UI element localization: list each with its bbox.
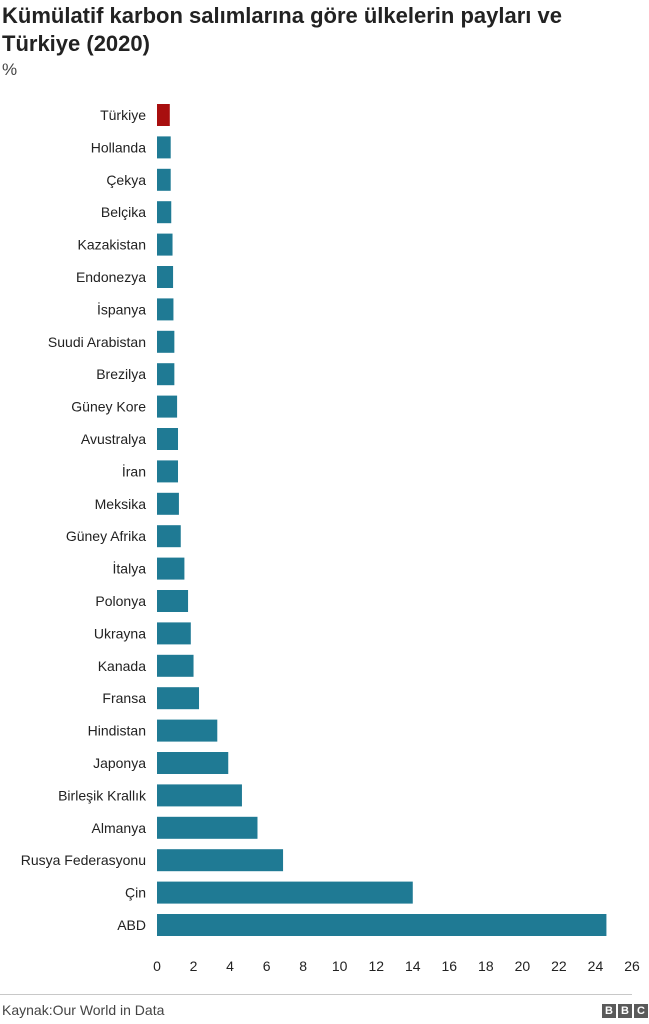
bar-8 (157, 363, 175, 386)
bar-10 (157, 428, 179, 450)
category-label-4: Kazakistan (78, 237, 146, 253)
x-tick-label-1: 2 (190, 958, 198, 974)
bar-6 (157, 298, 174, 321)
category-label-1: Hollanda (91, 139, 146, 155)
category-label-11: İran (122, 462, 146, 479)
logo-letter-b1: B (602, 1004, 616, 1018)
bar-2 (157, 168, 171, 191)
x-tick-label-2: 4 (226, 958, 234, 974)
x-tick-label-5: 10 (332, 958, 348, 974)
logo-letter-b2: B (618, 1004, 632, 1018)
bar-11 (157, 460, 179, 483)
category-label-23: Rusya Federasyonu (21, 852, 146, 868)
category-label-2: Çekya (106, 172, 146, 188)
logo-letter-c: C (634, 1004, 648, 1018)
bar-14 (157, 557, 185, 580)
x-tick-label-4: 8 (299, 958, 307, 974)
category-label-21: Birleşik Krallık (58, 787, 147, 803)
bar-15 (157, 590, 189, 612)
bar-20 (157, 752, 229, 774)
category-label-25: ABD (117, 917, 146, 933)
bar-12 (157, 492, 179, 515)
bar-5 (157, 266, 174, 288)
category-label-10: Avustralya (81, 431, 146, 447)
x-tick-label-7: 14 (405, 958, 421, 974)
bar-13 (157, 525, 181, 548)
bar-16 (157, 622, 191, 645)
source-note: Kaynak:Our World in Data (2, 1002, 165, 1018)
category-label-5: Endonezya (76, 269, 146, 285)
category-label-19: Hindistan (88, 723, 146, 739)
bar-17 (157, 654, 194, 677)
category-label-18: Fransa (102, 690, 146, 706)
chart-subtitle: % (2, 60, 18, 79)
bar-0 (157, 104, 170, 126)
x-tick-label-6: 12 (368, 958, 384, 974)
x-tick-label-9: 18 (478, 958, 494, 974)
bar-9 (157, 395, 178, 418)
category-label-16: Ukrayna (94, 625, 146, 641)
bar-25 (157, 914, 607, 936)
category-label-14: İtalya (113, 560, 147, 577)
x-tick-label-12: 24 (588, 958, 604, 974)
bar-3 (157, 201, 172, 224)
bar-22 (157, 816, 258, 839)
category-label-12: Meksika (95, 496, 147, 512)
category-label-0: Türkiye (100, 107, 146, 123)
category-label-9: Güney Kore (71, 399, 146, 415)
bar-18 (157, 687, 200, 710)
bar-1 (157, 136, 171, 159)
bar-21 (157, 784, 242, 807)
bar-chart: Türkiye Hollanda Çekya Belçika Kazakistan End… (21, 104, 640, 974)
x-tick-label-3: 6 (263, 958, 271, 974)
category-label-24: Çin (125, 885, 146, 901)
chart-title: Kümülatif karbon salımlarına göre ülkele… (2, 3, 562, 56)
x-tick-label-8: 16 (442, 958, 458, 974)
bar-24 (157, 881, 413, 904)
category-label-8: Brezilya (96, 366, 146, 382)
bar-4 (157, 233, 173, 256)
category-label-20: Japonya (93, 755, 146, 771)
category-label-7: Suudi Arabistan (48, 334, 146, 350)
x-tick-label-13: 26 (624, 958, 640, 974)
x-tick-label-0: 0 (153, 958, 161, 974)
category-label-15: Polonya (95, 593, 146, 609)
bar-23 (157, 849, 284, 872)
footer-divider (0, 994, 632, 995)
x-tick-label-10: 20 (515, 958, 531, 974)
bbc-logo: B B C (602, 1004, 648, 1018)
category-label-6: İspanya (97, 300, 146, 317)
x-tick-label-11: 22 (551, 958, 567, 974)
bar-19 (157, 719, 218, 742)
category-label-17: Kanada (98, 658, 146, 674)
category-label-3: Belçika (101, 204, 146, 220)
category-label-22: Almanya (92, 820, 147, 836)
bar-7 (157, 330, 175, 353)
category-label-13: Güney Afrika (66, 528, 146, 544)
